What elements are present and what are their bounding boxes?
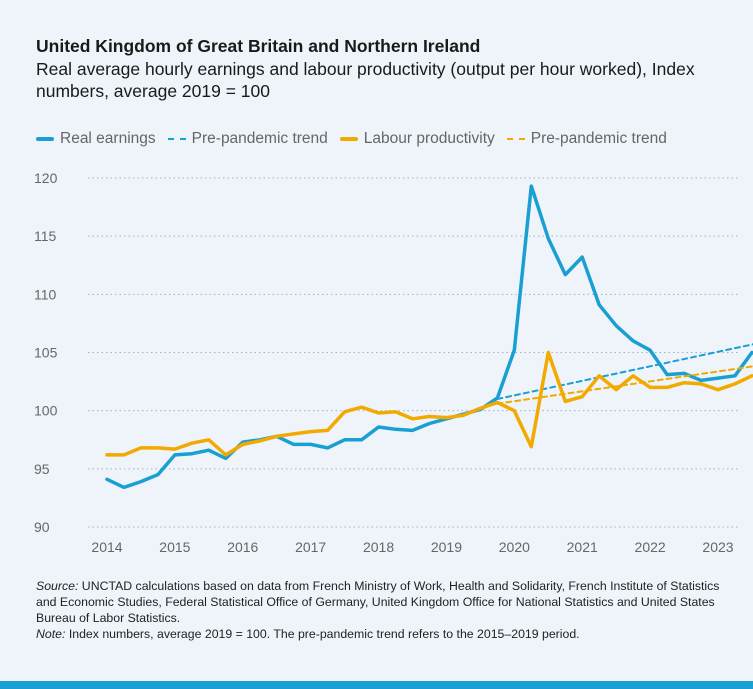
note-label: Note: [36,627,66,641]
series-line-pre-pandemic-trend-3 [496,365,753,405]
x-tick-label-2014: 2014 [91,539,122,555]
legend-item-productivity-trend: Pre-pandemic trend [506,130,667,148]
legend-item-labour-productivity: Labour productivity [339,130,495,148]
y-tick-label-90: 90 [34,519,50,535]
legend-label-labour-productivity: Labour productivity [363,130,495,147]
legend-label-productivity-trend: Pre-pandemic trend [530,130,667,147]
chart-legend: Real earnings Pre-pandemic trend Labour … [36,130,679,148]
source-paragraph: Source: UNCTAD calculations based on dat… [36,578,726,626]
y-tick-label-95: 95 [34,461,50,477]
x-tick-label-2017: 2017 [295,539,326,555]
y-tick-label-105: 105 [34,345,58,361]
source-text: UNCTAD calculations based on data from F… [36,579,720,625]
y-tick-label-110: 110 [34,286,57,302]
y-tick-label-100: 100 [34,403,58,419]
series-line-labour-productivity-2 [105,350,753,457]
legend-swatch-productivity-trend [506,138,525,140]
x-tick-label-2016: 2016 [227,539,258,555]
bottom-accent-bar [0,681,753,689]
legend-label-earnings-trend: Pre-pandemic trend [191,130,328,147]
x-tick-label-2020: 2020 [499,539,530,555]
note-paragraph: Note: Index numbers, average 2019 = 100.… [36,626,726,642]
chart-title: United Kingdom of Great Britain and Nort… [36,36,481,56]
legend-swatch-earnings-trend [167,138,186,140]
x-tick-label-2023: 2023 [702,539,733,555]
source-label: Source: [36,579,79,593]
series-line-real-earnings-0 [105,184,753,490]
legend-swatch-real-earnings [36,137,54,141]
legend-label-real-earnings: Real earnings [60,130,156,147]
legend-item-earnings-trend: Pre-pandemic trend [167,130,328,148]
x-tick-label-2019: 2019 [431,539,462,555]
chart-subtitle: Real average hourly earnings and labour … [36,59,695,101]
source-note: Source: UNCTAD calculations based on dat… [36,578,726,642]
x-tick-label-2018: 2018 [363,539,394,555]
y-tick-label-120: 120 [34,170,58,186]
x-tick-label-2022: 2022 [635,539,666,555]
line-chart: 90 95 100 105 110 115 120 2014 2015 2016 2017 2018 2… [34,170,753,555]
x-tick-label-2015: 2015 [159,539,190,555]
note-text: Index numbers, average 2019 = 100. The p… [65,627,580,641]
x-tick-label-2021: 2021 [567,539,598,555]
legend-item-real-earnings: Real earnings [36,130,156,148]
y-tick-label-115: 115 [34,228,57,244]
legend-swatch-labour-productivity [339,137,358,141]
